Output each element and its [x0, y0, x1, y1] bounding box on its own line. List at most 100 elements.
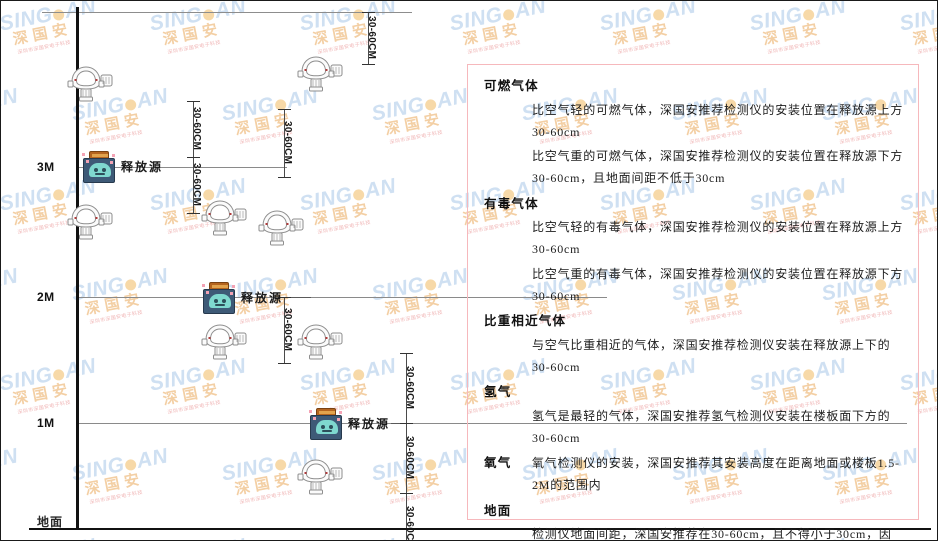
gas-detector: [197, 321, 249, 363]
dimension-group: 30-60CM: [362, 12, 377, 65]
dimension-tick: [362, 64, 375, 65]
ground-label: 地面: [37, 515, 64, 529]
watermark-small: 深圳市深国安电子科技: [917, 220, 937, 237]
source-spark: [206, 291, 209, 294]
source-face-icon: [316, 420, 338, 434]
dimension-label: 30-60CM: [282, 308, 293, 352]
ground-line: [29, 528, 931, 530]
source-eye-right: [222, 299, 226, 303]
gas-detector: [293, 456, 345, 498]
source-eye-left: [214, 299, 218, 303]
source-eye-left: [321, 425, 325, 429]
section-title: 可燃气体: [484, 79, 539, 93]
dimension-tick: [278, 363, 291, 364]
section-title: 有毒气体: [484, 196, 539, 211]
watermark-small: 深圳市深国安电子科技: [767, 40, 822, 57]
dimension-line: [406, 353, 407, 540]
gas-detector-icon: [297, 459, 343, 495]
dimension-tick: [278, 297, 291, 298]
gas-detector: [293, 321, 345, 363]
source-eye-right: [329, 425, 333, 429]
section-paragraph: 氧气检测仪的安装，深国安推荐其安装高度在距离地面或楼板1.5-2M的范围内: [532, 456, 900, 493]
source-eye-right: [102, 168, 106, 172]
panel-section: 比重相近气体与空气比重相近的气体，深国安推荐检测仪安装在释放源上下的30-60c…: [484, 310, 904, 378]
dimension-tick: [362, 12, 375, 13]
release-source: [309, 408, 343, 440]
source-spark: [86, 160, 89, 163]
dimension-tick: [400, 493, 413, 494]
gas-detector-icon: [67, 204, 113, 240]
gas-detector-icon: [201, 324, 247, 360]
watermark-small: 深圳市深国安电子科技: [467, 40, 522, 57]
source-spark: [309, 410, 312, 413]
watermark-chinese: 深国安: [611, 21, 674, 49]
source-eye-left: [94, 168, 98, 172]
section-title: 比重相近气体: [484, 314, 567, 328]
source-spark: [110, 161, 113, 164]
section-paragraph: 比空气轻的有毒气体，深国安推荐检测仪的安装位置在释放源上方30-60cm: [532, 220, 904, 257]
dimension-line: [284, 109, 285, 177]
source-face-icon: [89, 163, 111, 177]
source-spark: [82, 153, 85, 156]
section-title: 氢气: [484, 385, 512, 400]
dimension-group: 30-60CM: [278, 109, 293, 178]
source-mouth: [95, 173, 105, 175]
dimension-label: 30-60CM: [191, 107, 202, 151]
panel-section: 氧气 氧气检测仪的安装，深国安推荐其安装高度在距离地面或楼板1.5-2M的范围内: [484, 452, 904, 496]
source-mouth: [215, 304, 225, 306]
axis-label-2m: 2M: [37, 290, 55, 304]
guidance-panel: 可燃气体 比空气轻的可燃气体，深国安推荐检测仪的安装位置在释放源上方30-60cm…: [467, 64, 919, 540]
section-paragraph: 检测仪地面间距，深国安推荐在30-60cm，且不得小于30cm，因为过低容易水溅…: [532, 527, 892, 541]
source-spark: [339, 411, 342, 414]
installation-diagram: 3M 2M 1M 释放源 释放源 释放源 30-60CM 30-60CM 30-60CM 30…: [1, 1, 907, 541]
release-source-label: 释放源: [121, 160, 164, 174]
panel-section: 地面检测仪地面间距，深国安推荐在30-60cm，且不得小于30cm，因为过低容易…: [484, 500, 904, 541]
source-spark: [202, 284, 205, 287]
dimension-label: 30-60CM: [404, 506, 415, 541]
watermark-small: 深圳市深国安电子科技: [917, 400, 937, 417]
source-spark: [112, 154, 115, 157]
dimension-tick: [278, 177, 291, 178]
source-spark: [337, 418, 340, 421]
release-source: [82, 151, 116, 183]
gas-detector-icon: [297, 56, 343, 92]
dimension-tick: [400, 353, 413, 354]
panel-section: 有毒气体比空气轻的有毒气体，深国安推荐检测仪的安装位置在释放源上方30-60cm…: [484, 193, 904, 308]
gas-detector-icon: [67, 66, 113, 102]
dimension-label: 30-60CM: [404, 436, 415, 480]
dimension-tick: [278, 109, 291, 110]
gas-detector-icon: [297, 324, 343, 360]
dimension-tick: [187, 101, 200, 102]
section-paragraph: 比空气重的可燃气体，深国安推荐检测仪的安装位置在释放源下方30-60cm，且地面…: [532, 149, 904, 186]
watermark-chinese: 深国安: [911, 21, 937, 49]
release-source-label: 释放源: [348, 417, 391, 431]
section-title: 地面: [484, 503, 512, 518]
gas-detector-icon: [258, 210, 304, 246]
release-source-label: 释放源: [241, 291, 284, 305]
level-line-2m: [77, 297, 607, 298]
gas-detector: [63, 201, 115, 243]
watermark-dot-icon: [502, 8, 516, 22]
section-paragraph: 与空气比重相近的气体，深国安推荐检测仪安装在释放源上下的30-60cm: [532, 337, 891, 374]
watermark-dot-icon: [652, 8, 666, 22]
watermark-chinese: 深国安: [461, 21, 524, 49]
watermark-chinese: 深国安: [761, 21, 824, 49]
watermark-small: 深圳市深国安电子科技: [917, 40, 937, 57]
source-face-icon: [209, 294, 231, 308]
dimension-group: 30-60CM 30-60CM: [187, 101, 202, 214]
ceiling-line: [42, 12, 412, 13]
dimension-line: [284, 297, 285, 363]
section-paragraph: 比空气重的有毒气体，深国安推荐检测仪的安装位置在释放源下方30-60cm: [532, 266, 904, 303]
dimension-line: [368, 12, 369, 64]
panel-section: 氢气 氢气是最轻的气体，深国安推荐氢气检测仪安装在楼板面下方的30-60cm: [484, 381, 904, 449]
gas-detector: [254, 207, 306, 249]
source-spark: [230, 292, 233, 295]
vertical-axis: [76, 7, 79, 528]
